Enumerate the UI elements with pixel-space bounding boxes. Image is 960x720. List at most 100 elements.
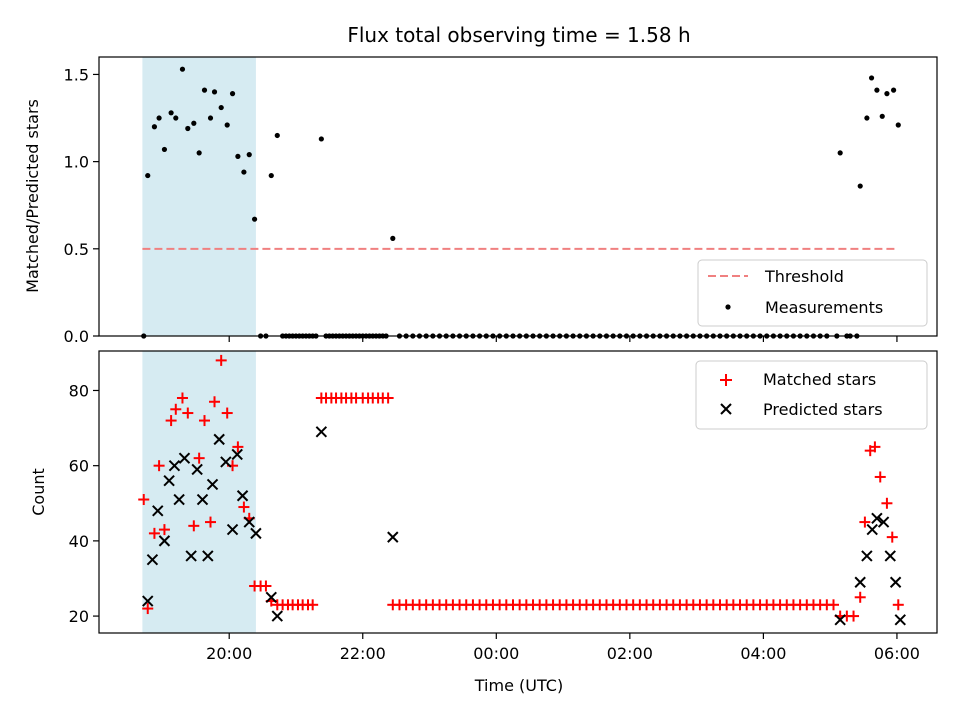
predicted-star-point	[152, 505, 164, 517]
x-tick-label: 02:00	[607, 644, 653, 663]
measurement-point	[884, 91, 890, 97]
legend-predicted-swatch	[720, 403, 732, 415]
y-tick-label: 1.5	[64, 65, 89, 84]
predicted-star-point	[226, 523, 239, 536]
legend-predicted-label: Predicted stars	[763, 400, 883, 419]
measurement-point	[173, 115, 179, 121]
top-panel: 0.0 0.5 1.0 1.5 Matched/Predicted stars Thr…	[23, 56, 938, 346]
y-tick-label: 0.0	[64, 327, 89, 346]
measurement-point	[868, 75, 875, 81]
matched-star-point	[188, 520, 200, 532]
x-tick-label: 00:00	[473, 644, 519, 663]
matched-star-point	[138, 494, 150, 506]
matched-star-point	[165, 415, 177, 427]
matched-star-point	[238, 501, 250, 513]
bottom-axes-frame	[98, 350, 938, 634]
predicted-star-point	[168, 459, 181, 472]
top-y-axis-label: Matched/Predicted stars	[23, 99, 42, 293]
measurement-point	[191, 120, 197, 126]
predicted-star-point	[185, 550, 197, 562]
measurement-point	[218, 104, 224, 111]
legend-matched-swatch	[720, 374, 732, 386]
matched-star-point	[221, 407, 233, 419]
measurement-point	[168, 110, 174, 116]
x-ticks: 20:00 22:00 00:00 02:00 04:00 06:00	[206, 336, 920, 663]
matched-star-point	[859, 516, 871, 528]
predicted-star-point	[231, 448, 243, 461]
x-axis-label: Time (UTC)	[474, 676, 563, 695]
matched-star-point	[205, 516, 217, 528]
legend-threshold-label: Threshold	[764, 267, 844, 286]
y-tick-label: 1.0	[64, 153, 89, 172]
top-legend-box	[697, 259, 928, 327]
matched-star-point	[182, 407, 194, 419]
measurement-point	[229, 91, 236, 97]
measurement-point	[145, 172, 151, 179]
legend-measurements-swatch	[725, 304, 731, 310]
matched-star-point	[848, 610, 860, 622]
predicted-star-point	[250, 527, 262, 540]
bottom-observing-shade	[142, 351, 256, 633]
measurement-point	[274, 132, 280, 139]
predicted-star-point	[236, 490, 249, 502]
y-tick-label: 40	[69, 532, 89, 551]
matched-star-point	[382, 392, 394, 404]
measurement-point	[156, 115, 162, 121]
measurement-point	[207, 115, 214, 121]
top-legend: Threshold Measurements	[697, 259, 928, 327]
predicted-star-point	[213, 433, 225, 446]
predicted-star-point	[191, 463, 203, 476]
measurement-point	[864, 115, 870, 121]
predicted-star-point	[173, 493, 185, 506]
matched-star-point	[874, 471, 886, 483]
matched-star-point	[148, 527, 160, 539]
matched-star-point	[142, 603, 154, 615]
measurement-point	[837, 150, 843, 156]
matched-star-point	[307, 599, 319, 611]
predicted-star-point	[146, 553, 159, 566]
predicted-star-point	[163, 475, 175, 487]
matched-star-point	[215, 354, 227, 366]
predicted-star-point	[877, 516, 890, 528]
predicted-star-point	[834, 614, 846, 626]
predicted-star-point	[158, 535, 171, 547]
y-tick-label: 60	[69, 457, 89, 476]
matched-star-point	[886, 531, 898, 543]
measurement-point	[895, 122, 901, 128]
measurement-point	[224, 122, 230, 128]
predicted-star-point	[861, 550, 873, 562]
matched-star-point	[892, 599, 904, 611]
predicted-star-point	[202, 550, 214, 562]
legend-measurements-label: Measurements	[765, 298, 883, 317]
measurement-point	[161, 146, 168, 153]
matched-star-point	[199, 415, 211, 427]
bottom-marks	[138, 354, 906, 626]
predicted-star-point	[889, 576, 902, 588]
bottom-y-axis-label: Count	[29, 468, 48, 516]
predicted-star-point	[387, 531, 399, 543]
y-tick-label: 0.5	[64, 240, 89, 259]
matched-star-point	[260, 580, 272, 592]
measurement-point	[246, 152, 252, 158]
measurement-point	[151, 124, 158, 130]
legend-matched-label: Matched stars	[763, 370, 876, 389]
x-tick-label: 22:00	[340, 644, 386, 663]
measurement-point	[179, 66, 186, 72]
top-y-ticks: 0.0 0.5 1.0 1.5	[64, 65, 99, 346]
bottom-y-ticks: 20 40 60 80	[69, 381, 99, 626]
matched-star-point	[158, 524, 170, 536]
measurement-point	[879, 113, 885, 119]
measurement-point	[211, 89, 218, 95]
measurement-point	[201, 87, 208, 93]
predicted-star-point	[315, 426, 328, 438]
measurement-point	[857, 183, 863, 189]
measurement-point	[874, 87, 880, 93]
chart-title: Flux total observing time = 1.58 h	[347, 23, 690, 47]
predicted-star-point	[220, 456, 232, 468]
matched-star-point	[232, 441, 244, 453]
predicted-star-point	[265, 591, 277, 603]
predicted-star-point	[271, 610, 283, 622]
measurement-point	[241, 169, 247, 175]
matched-star-point	[828, 599, 840, 611]
